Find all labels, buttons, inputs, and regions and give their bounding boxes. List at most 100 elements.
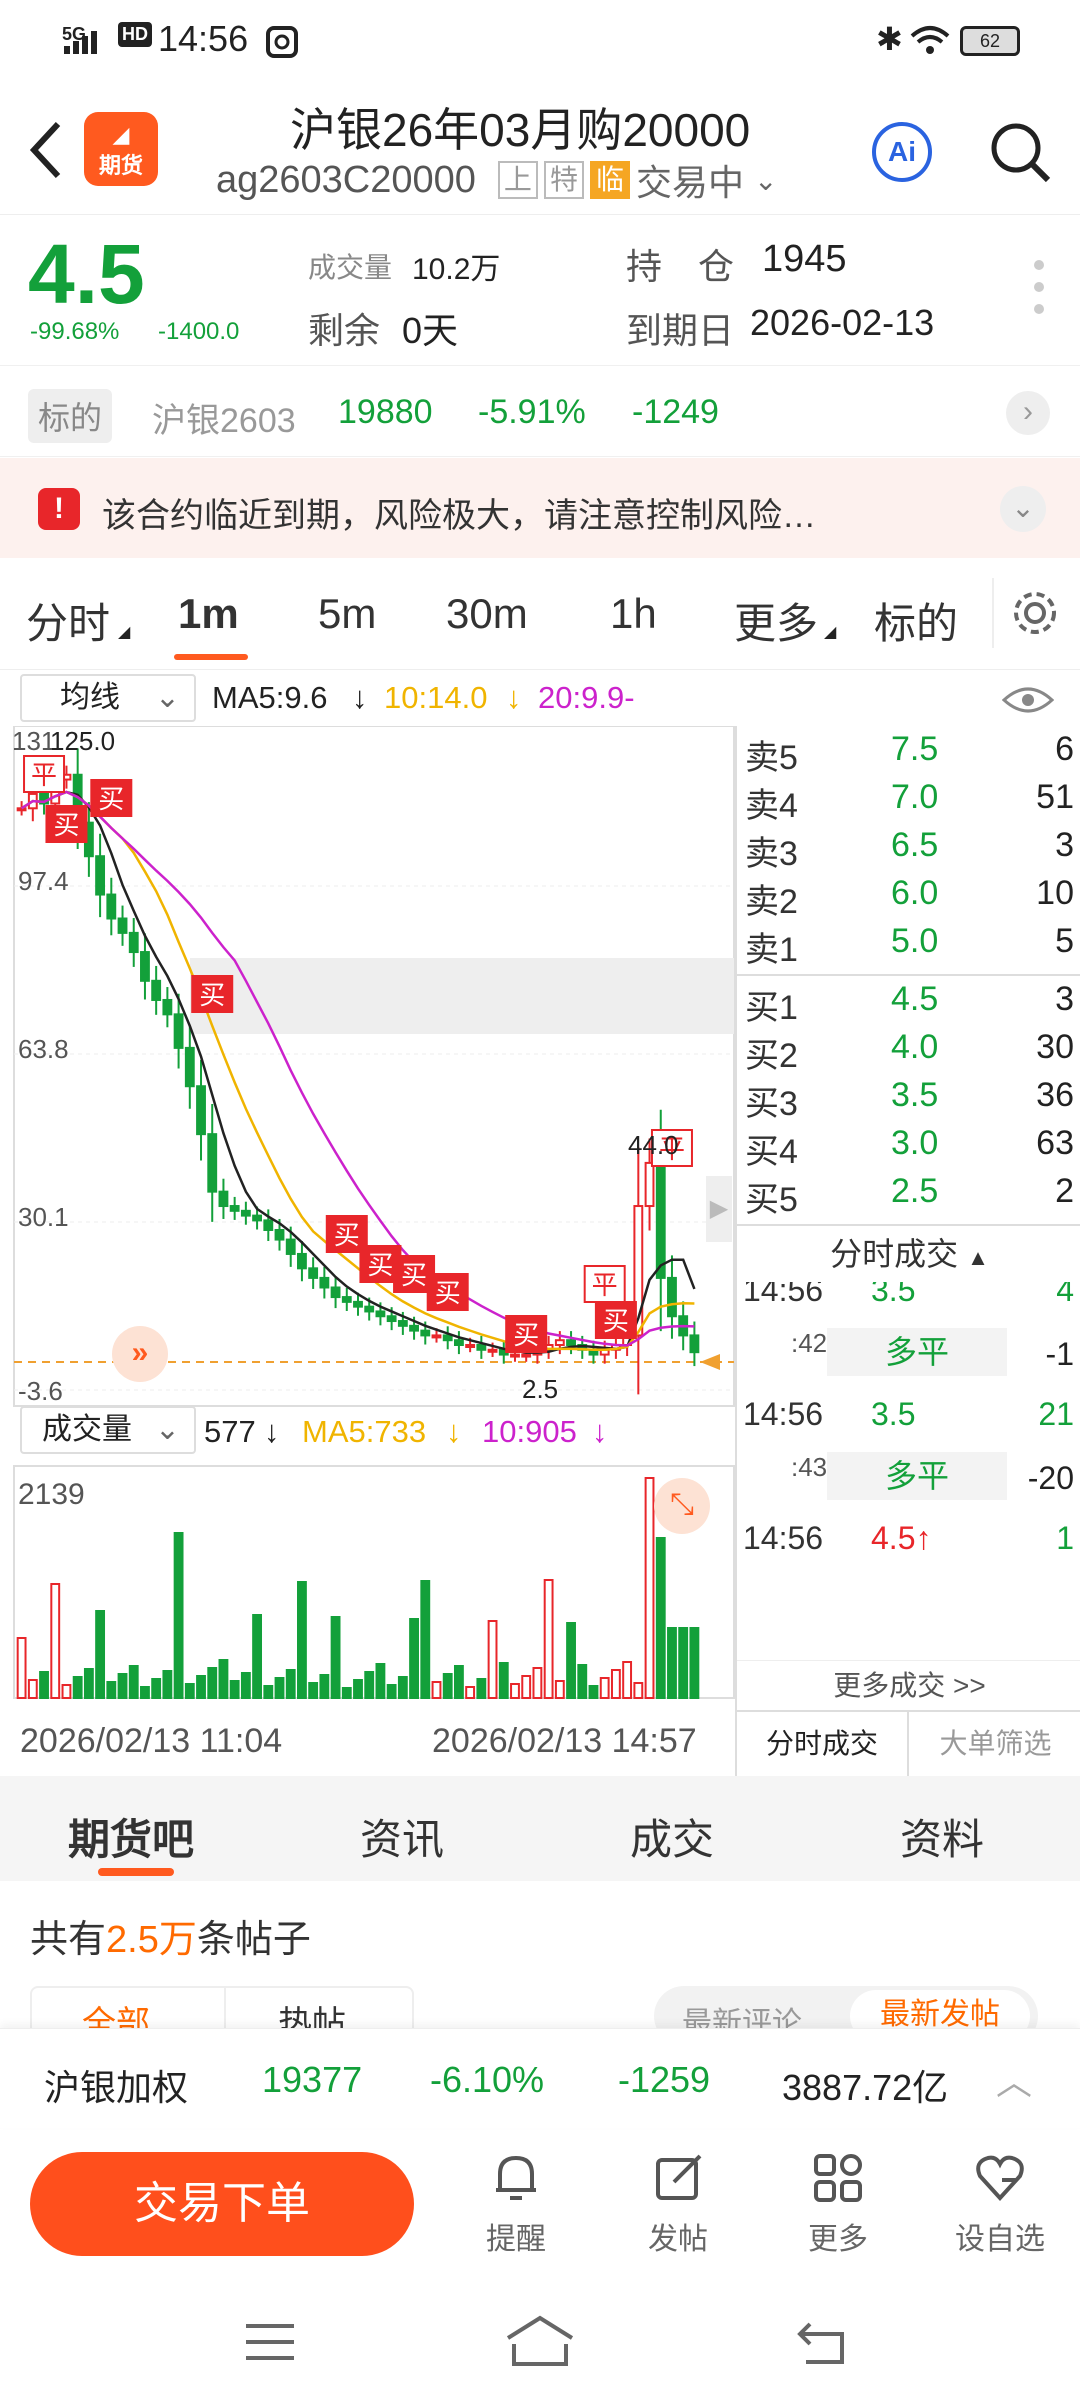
- tab-30m[interactable]: 30m: [446, 590, 528, 637]
- volume-selector[interactable]: 成交量 ⌄: [20, 1406, 196, 1454]
- volume-bar: [521, 1675, 532, 1699]
- volume-bar: [16, 1637, 27, 1699]
- tab-ticks[interactable]: 分时成交: [737, 1710, 909, 1776]
- bid-label: 买5: [745, 1181, 798, 1219]
- tab-deals[interactable]: 成交: [630, 1816, 715, 1863]
- ask-row[interactable]: 卖4 7.0 51: [737, 778, 1080, 826]
- tab-news[interactable]: 资讯: [360, 1816, 445, 1863]
- tab-5m[interactable]: 5m: [318, 590, 377, 637]
- risk-warning-banner[interactable]: ! 该合约临近到期，风险极大，请注意控制风险… ⌄: [0, 458, 1080, 558]
- ask-row[interactable]: 卖5 7.5 6: [737, 730, 1080, 778]
- peak-label: 44.0: [628, 1130, 679, 1160]
- ma20-value: 20:9.9-: [538, 680, 635, 715]
- post-button[interactable]: 发帖: [618, 2150, 738, 2258]
- back-nav-icon[interactable]: [796, 2318, 850, 2366]
- tab-more[interactable]: 更多: [734, 600, 819, 647]
- candle-body: [554, 1339, 565, 1346]
- candle-body: [106, 893, 117, 920]
- candle-body: [285, 1238, 296, 1255]
- volume-bar: [218, 1659, 229, 1699]
- bid-label: 买1: [745, 989, 798, 1027]
- bid-row[interactable]: 买4 3.0 63: [737, 1124, 1080, 1172]
- volume-bar: [274, 1677, 285, 1699]
- tab-1m[interactable]: 1m: [178, 590, 239, 637]
- collapse-handle-icon[interactable]: ▶: [706, 1176, 732, 1242]
- expand-icon[interactable]: ⌄: [1000, 486, 1046, 532]
- candle-body: [375, 1310, 386, 1318]
- edit-icon: [656, 2154, 702, 2200]
- candle-body: [465, 1343, 476, 1348]
- volume-bar: [655, 1537, 666, 1699]
- index-name: 沪银加权: [44, 2067, 189, 2108]
- volume-bar: [151, 1678, 162, 1699]
- ask-qty: 10: [1036, 874, 1074, 912]
- ai-button[interactable]: Ai: [872, 122, 932, 182]
- tick-row: 14:56 3.5 21: [743, 1396, 1074, 1432]
- remain-value: 0天: [402, 310, 459, 351]
- forum-summary: 共有2.5万条帖子 全部 热帖 最新评论 最新发帖: [0, 1882, 1080, 2046]
- volume-bar: [128, 1665, 139, 1699]
- candle-body: [431, 1334, 442, 1339]
- page-title: 沪银26年03月购20000: [290, 104, 751, 156]
- tab-1h[interactable]: 1h: [610, 590, 657, 637]
- ask-row[interactable]: 卖2 6.0 10: [737, 874, 1080, 922]
- volume-bar: [633, 1682, 644, 1699]
- expand-chart-icon[interactable]: ⤡: [654, 1478, 710, 1534]
- more-dots-icon[interactable]: [1034, 260, 1044, 314]
- trade-order-button[interactable]: 交易下单: [30, 2152, 414, 2256]
- menu-icon[interactable]: [244, 2320, 296, 2364]
- ma-selector[interactable]: 均线 ⌄: [20, 674, 196, 722]
- candle-body: [409, 1324, 419, 1332]
- volume-bar: [240, 1672, 251, 1699]
- time-axis-end: 2026/02/13 14:57: [432, 1722, 697, 1760]
- add-watchlist-button[interactable]: 设自选: [940, 2150, 1060, 2258]
- volume-bar: [308, 1682, 319, 1699]
- ma20-line: [20, 790, 695, 1347]
- eye-icon[interactable]: [1002, 684, 1054, 716]
- candle-body: [308, 1267, 319, 1279]
- reminder-button[interactable]: 提醒: [456, 2150, 576, 2258]
- underlying-row[interactable]: 标的 沪银2603 19880 -5.91% -1249 ›: [0, 367, 1080, 457]
- index-bar[interactable]: 沪银加权 19377 -6.10% -1259 3887.72亿 ︿: [0, 2028, 1080, 2128]
- tab-info[interactable]: 资料: [900, 1816, 985, 1863]
- volume-bar: [83, 1668, 94, 1699]
- ask-row[interactable]: 卖1 5.0 5: [737, 922, 1080, 970]
- bid-row[interactable]: 买2 4.0 30: [737, 1028, 1080, 1076]
- volume-bar: [487, 1620, 498, 1699]
- candle-body: [566, 1339, 576, 1346]
- warning-text: 该合约临近到期，风险极大，请注意控制风险…: [102, 497, 816, 535]
- more-trades-link[interactable]: 更多成交 >>: [737, 1660, 1080, 1710]
- grid-icon: [814, 2154, 862, 2202]
- tab-underlying[interactable]: 标的: [874, 600, 959, 647]
- more-button[interactable]: 更多: [778, 2150, 898, 2258]
- scroll-latest-icon[interactable]: »: [112, 1326, 168, 1382]
- settings-gear-icon[interactable]: [1010, 588, 1060, 638]
- chevron-up-icon[interactable]: ︿: [996, 2061, 1033, 2102]
- tab-intraday[interactable]: 分时: [26, 600, 111, 647]
- chevron-right-icon[interactable]: ›: [1006, 391, 1050, 435]
- remain-label: 剩余: [308, 310, 381, 351]
- home-icon[interactable]: [504, 2314, 576, 2368]
- kline-chart[interactable]: 买买买买买买买买平买平平 131 97.4 63.8 30.1 -3.6 125…: [0, 725, 735, 1776]
- bid-row[interactable]: 买1 4.5 3: [737, 980, 1080, 1028]
- back-icon[interactable]: [28, 120, 62, 180]
- ticks-header[interactable]: 分时成交 ▲: [830, 1236, 989, 1272]
- bid-row[interactable]: 买5 2.5 2: [737, 1172, 1080, 1220]
- candle-body: [151, 979, 162, 1001]
- tab-indicator: [98, 1868, 174, 1876]
- search-icon[interactable]: [988, 120, 1052, 184]
- buy-marker: [505, 1315, 548, 1353]
- bid-row[interactable]: 买3 3.5 36: [737, 1076, 1080, 1124]
- ask-qty: 6: [1055, 730, 1074, 768]
- bid-qty: 3: [1055, 980, 1074, 1018]
- buy-marker: [90, 779, 133, 817]
- buy-marker: [191, 975, 234, 1013]
- triangle-icon: ◢: [118, 624, 131, 641]
- last-price: 4.5: [28, 227, 145, 321]
- ask-price: 6.5: [891, 826, 939, 864]
- tab-big-orders[interactable]: 大单筛选: [909, 1710, 1080, 1776]
- tab-indicator: [174, 654, 248, 660]
- tab-forum[interactable]: 期货吧: [68, 1816, 195, 1863]
- ask-row[interactable]: 卖3 6.5 3: [737, 826, 1080, 874]
- close-marker-label: 平: [659, 1134, 685, 1164]
